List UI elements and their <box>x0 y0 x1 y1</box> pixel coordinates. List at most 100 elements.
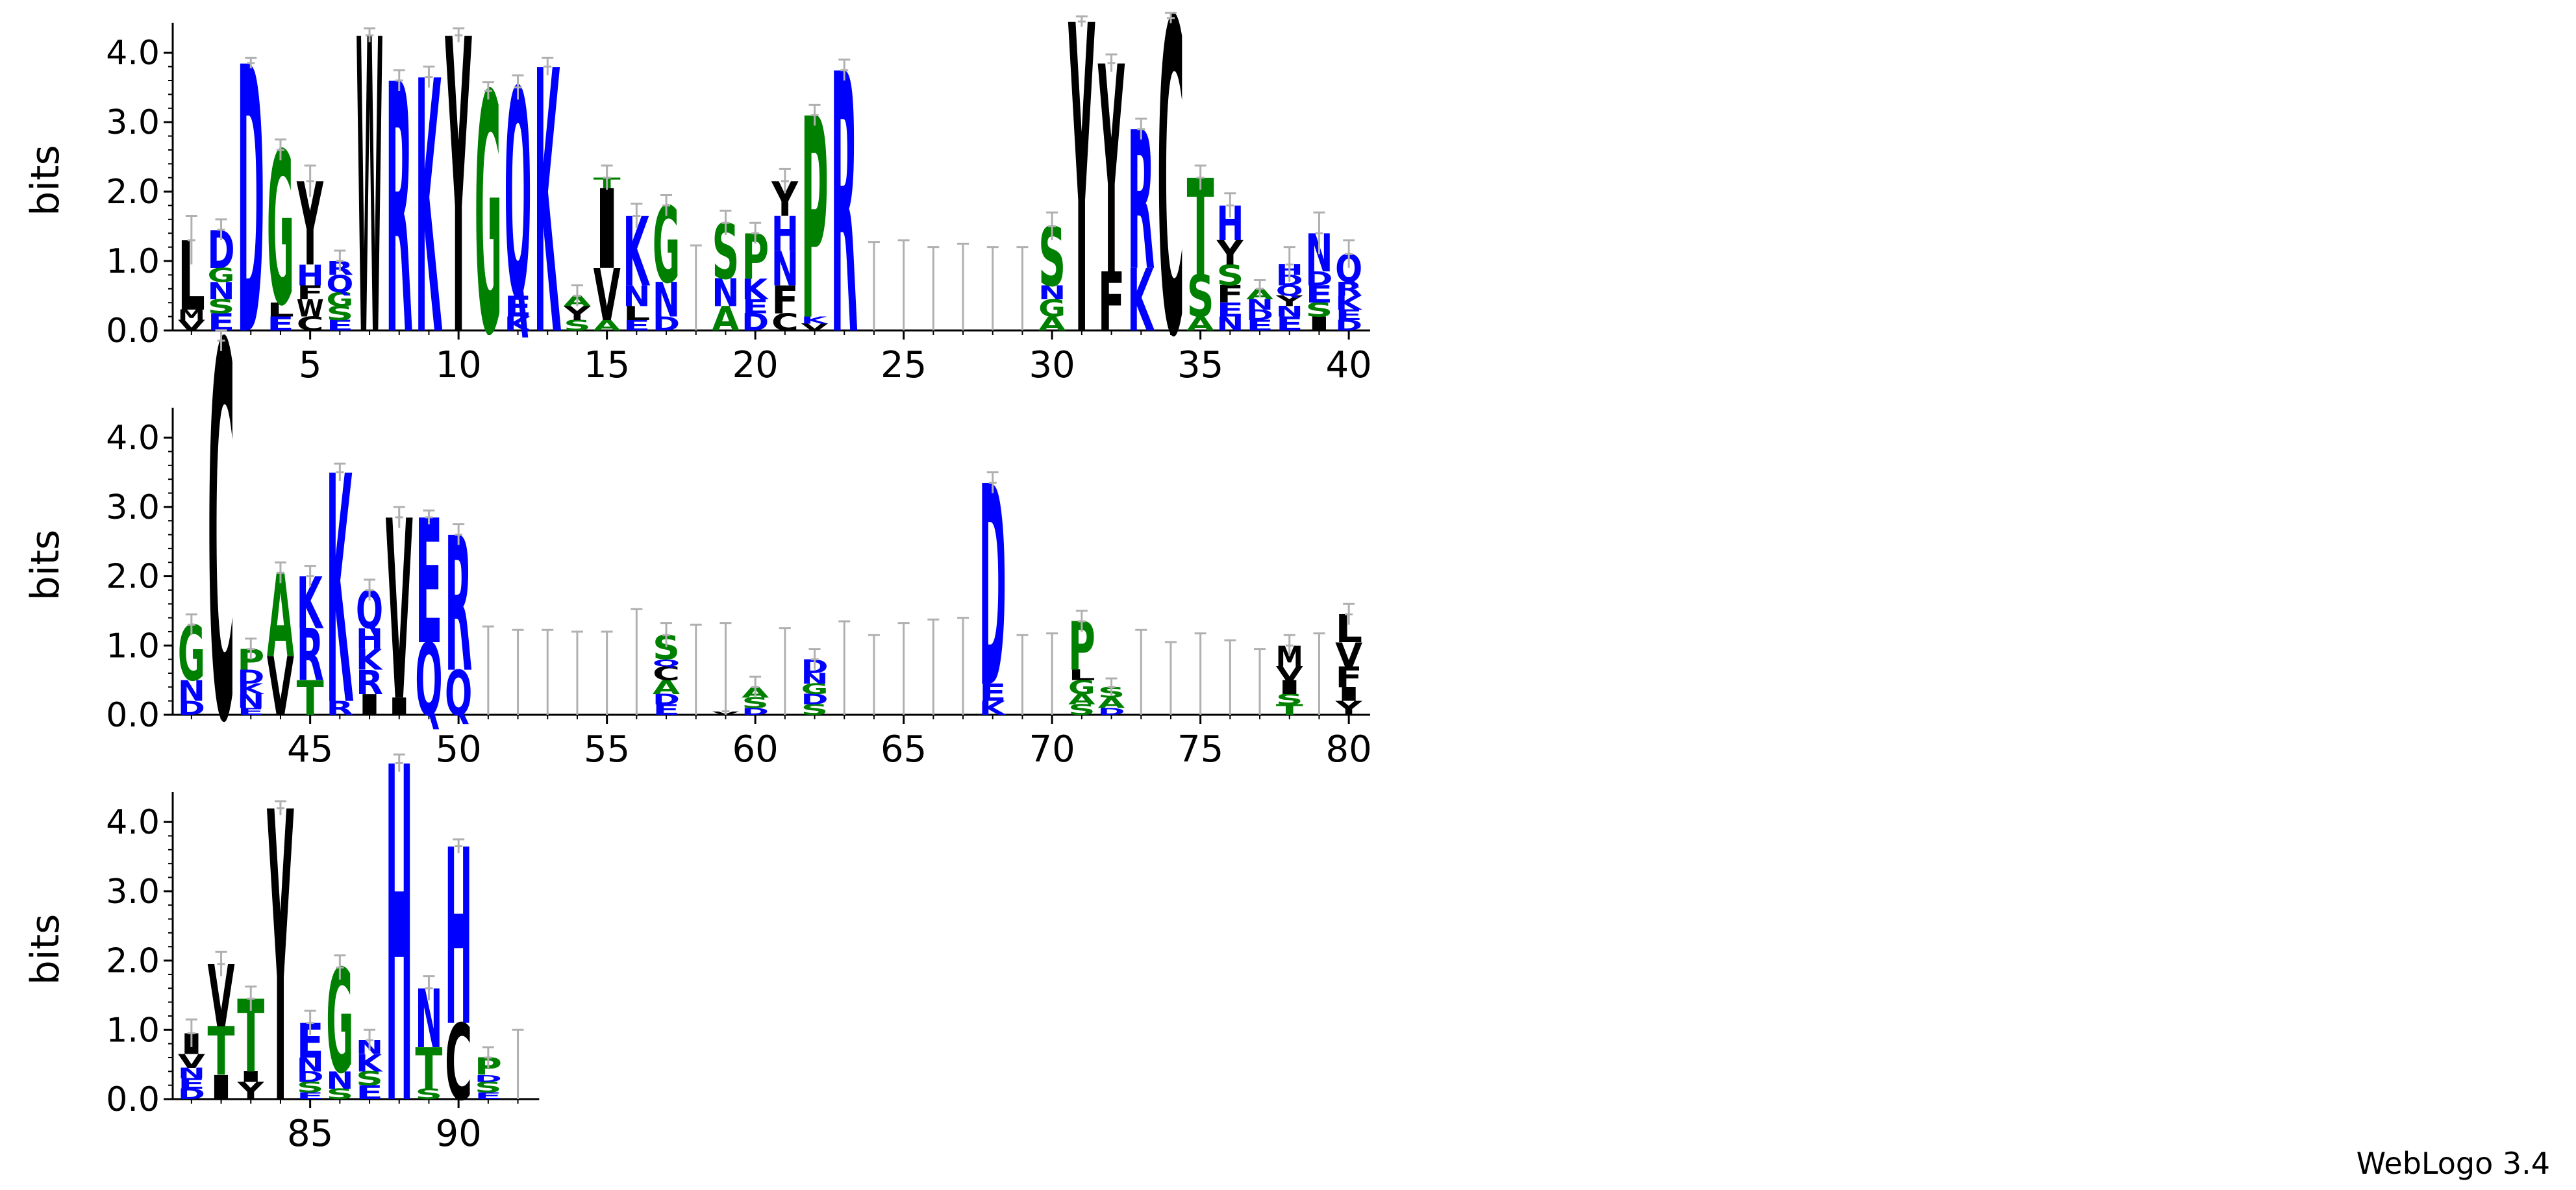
logo-letter-e: E <box>505 290 532 324</box>
logo-letter-e: E <box>1216 299 1244 321</box>
logo-letter-d: D <box>1098 706 1125 717</box>
logo-letter-n: N <box>178 675 205 708</box>
logo-letter-l: L <box>267 299 294 321</box>
x-tick-label: 30 <box>1029 344 1075 386</box>
logo-letter-i: I <box>1305 313 1332 335</box>
logo-letter-i: I <box>208 1069 235 1108</box>
y-axis-title: bits <box>23 530 68 601</box>
logo-letter-g: G <box>1068 676 1095 699</box>
logo-letter-d: D <box>801 691 829 708</box>
logo-letter-c: C <box>445 1003 472 1124</box>
logo-letter-h: H <box>356 623 383 656</box>
logo-letter-t: T <box>297 671 324 726</box>
logo-letter-a: A <box>1068 691 1095 708</box>
logo-letter-e: E <box>979 679 1007 707</box>
logo-letter-e: E <box>237 706 264 717</box>
logo-letter-i: I <box>1276 676 1303 699</box>
y-tick-label: 1.0 <box>106 242 160 281</box>
logo-letter-s: S <box>475 1079 502 1095</box>
x-tick-label: 40 <box>1326 344 1372 386</box>
logo-letter-d: D <box>178 697 205 719</box>
logo-letter-g: G <box>326 288 353 310</box>
logo-letter-e: E <box>267 313 294 335</box>
logo-letter-a: A <box>1098 695 1125 711</box>
logo-letter-d: D <box>178 1086 205 1102</box>
logo-letter-s: S <box>326 1086 353 1102</box>
logo-letter-y: Y <box>1068 0 1095 431</box>
logo-letter-r: R <box>1335 279 1362 301</box>
logo-letter-k: K <box>979 697 1007 719</box>
logo-letter-n: N <box>1246 297 1273 314</box>
logo-letter-k: K <box>356 1049 384 1077</box>
logo-letter-y: Y <box>1334 697 1362 719</box>
logo-letter-e: E <box>475 1090 502 1101</box>
logo-letter-s: S <box>1305 299 1332 321</box>
logo-letter-e: E <box>1276 313 1303 335</box>
logo-letter-n: N <box>623 280 650 314</box>
logo-letter-f: F <box>771 279 799 323</box>
x-tick-label: 10 <box>436 344 482 386</box>
logo-letter-d: D <box>1335 317 1362 334</box>
logo-letter-a: A <box>594 317 621 334</box>
y-tick-label: 0.0 <box>106 312 160 351</box>
logo-letter-q: Q <box>653 658 680 669</box>
x-tick-label: 5 <box>299 344 322 386</box>
logo-letter-e: E <box>742 296 769 318</box>
x-tick-label: 45 <box>287 728 333 771</box>
logo-letter-n: N <box>326 1067 353 1095</box>
logo-letter-s: S <box>801 702 829 718</box>
logo-letter-c: C <box>297 313 324 335</box>
logo-letter-e: E <box>1246 317 1273 334</box>
x-tick-label: 25 <box>881 344 927 386</box>
x-tick-label: 70 <box>1029 728 1075 771</box>
y-tick-label: 3.0 <box>106 873 160 911</box>
logo-letter-k: K <box>742 273 769 306</box>
logo-letter-q: Q <box>445 658 472 729</box>
x-tick-label: 50 <box>436 728 482 771</box>
logo-letter-d: D <box>475 1073 502 1084</box>
logo-letter-s: S <box>208 295 235 317</box>
logo-letter-w: W <box>356 0 383 427</box>
logo-letter-i: I <box>356 689 383 722</box>
logo-letter-y: Y <box>267 729 294 1190</box>
logo-letter-v: V <box>594 255 621 338</box>
logo-letter-k: K <box>356 643 383 676</box>
logo-letter-s: S <box>326 303 353 325</box>
logo-letter-k: K <box>237 681 265 697</box>
logo-letter-t: T <box>415 1036 442 1102</box>
logo-letter-n: N <box>208 278 235 305</box>
logo-letter-v: V <box>1276 663 1303 686</box>
x-tick-label: 60 <box>732 728 779 771</box>
y-tick-label: 2.0 <box>106 558 160 597</box>
logo-letter-y: Y <box>237 1078 265 1105</box>
logo-letter-e: E <box>1335 307 1362 324</box>
logo-letter-y: Y <box>1216 234 1244 273</box>
x-tick-label: 80 <box>1326 728 1372 771</box>
logo-letter-d: D <box>742 309 769 336</box>
logo-letter-l: L <box>1068 667 1095 684</box>
logo-letter-d: D <box>1305 268 1332 290</box>
logo-letter-d: D <box>653 313 680 335</box>
y-tick-label: 2.0 <box>106 173 160 212</box>
logo-letter-q: Q <box>326 271 353 298</box>
logo-letter-q: Q <box>1276 282 1303 299</box>
logo-letter-i: I <box>386 693 413 721</box>
logo-letter-d: D <box>653 691 680 708</box>
logo-letter-k: K <box>801 315 829 326</box>
logo-letter-n: N <box>178 1065 205 1082</box>
x-tick-label: 75 <box>1177 728 1223 771</box>
logo-letter-s: S <box>564 317 591 334</box>
logo-letter-e: E <box>356 1082 383 1104</box>
logo-letter-n: N <box>771 242 799 297</box>
x-tick-label: 85 <box>287 1113 333 1155</box>
logo-letter-n: N <box>1276 304 1303 321</box>
logo-letter-f: F <box>1216 280 1244 308</box>
y-tick-label: 0.0 <box>106 1080 160 1119</box>
logo-letter-h: H <box>771 206 799 262</box>
logo-letter-e: E <box>653 702 680 719</box>
logo-letter-n: N <box>801 671 829 687</box>
y-tick-label: 4.0 <box>106 803 160 842</box>
logo-letter-f: F <box>1098 256 1125 351</box>
x-tick-label: 15 <box>584 344 630 386</box>
logo-letter-n: N <box>653 273 680 328</box>
